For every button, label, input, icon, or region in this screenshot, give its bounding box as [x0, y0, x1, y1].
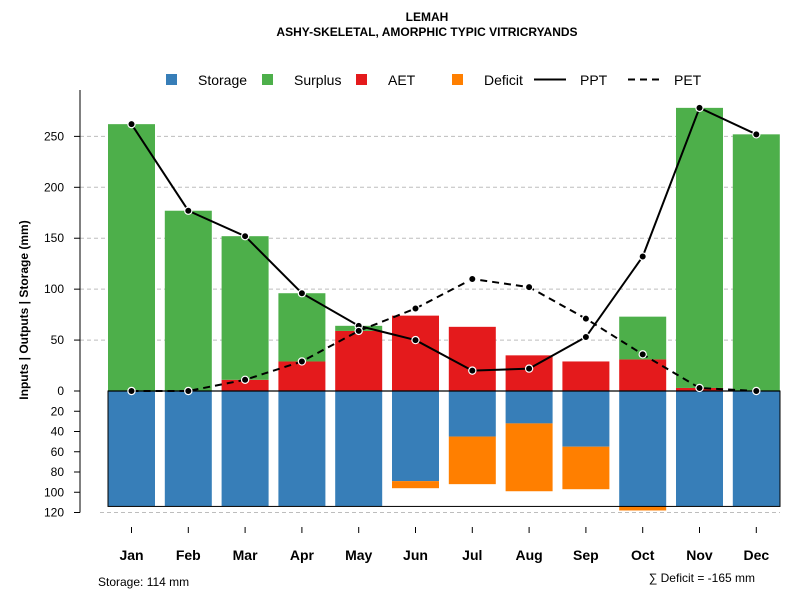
- y-tick-label-neg-60: 60: [51, 445, 65, 459]
- x-label-aug: Aug: [515, 547, 542, 563]
- ppt-point-nov: [695, 103, 704, 113]
- bar-aet-mar: [221, 379, 269, 391]
- x-label-may: May: [345, 547, 372, 563]
- bar-storage-feb: [164, 391, 212, 507]
- axes: 0 50 100 150 200 250 20 40 60 80 100 120 Jan Feb Mar Ap…: [44, 90, 769, 563]
- x-label-dec: Dec: [743, 547, 769, 563]
- bar-surplus-feb: [164, 210, 212, 391]
- y-tick-label-0: 0: [57, 384, 64, 398]
- bar-aet-jul: [448, 326, 496, 391]
- bar-storage-aug: [505, 391, 553, 424]
- y-tick-label-neg-80: 80: [51, 465, 65, 479]
- ppt-point-aug: [524, 364, 534, 373]
- pet-point-jul: [468, 274, 477, 284]
- x-label-jan: Jan: [119, 547, 143, 563]
- ppt-point-jun: [411, 335, 420, 345]
- pet-point-aug: [524, 282, 534, 292]
- bars: [107, 107, 781, 511]
- pet-point-dec: [752, 386, 761, 396]
- bar-aet-sep: [562, 361, 610, 391]
- ppt-point-jan: [127, 119, 136, 129]
- bar-storage-jul: [448, 391, 496, 437]
- pet-point-oct: [638, 350, 647, 359]
- bar-surplus-jan: [108, 124, 155, 391]
- x-label-nov: Nov: [686, 547, 713, 563]
- ppt-point-mar: [240, 231, 250, 241]
- bar-deficit-jun: [392, 481, 439, 489]
- legend-aet-label: AET: [388, 72, 416, 88]
- ppt-point-sep: [581, 332, 591, 342]
- bar-storage-sep: [562, 391, 610, 447]
- legend-surplus-swatch: [262, 74, 273, 85]
- legend-deficit-label: Deficit: [484, 72, 523, 88]
- legend-surplus-label: Surplus: [294, 72, 341, 88]
- y-tick-label-neg-120: 120: [44, 506, 64, 520]
- bar-storage-may: [335, 391, 383, 507]
- pet-point-mar: [240, 375, 250, 384]
- y-tick-label-150: 150: [44, 231, 64, 245]
- bar-surplus-apr: [278, 293, 326, 362]
- x-label-feb: Feb: [176, 547, 201, 563]
- bar-deficit-sep: [562, 446, 610, 490]
- storage-footnote: Storage: 114 mm: [98, 575, 189, 589]
- y-axis-label: Inputs | Outputs | Storage (mm): [17, 220, 31, 399]
- bar-surplus-dec: [732, 134, 780, 391]
- pet-line: [131, 277, 757, 392]
- ppt-point-dec: [752, 130, 761, 139]
- bar-storage-jan: [108, 391, 155, 507]
- bar-storage-mar: [221, 391, 269, 507]
- x-label-mar: Mar: [233, 547, 258, 563]
- bar-aet-may: [335, 330, 383, 391]
- pet-point-nov: [695, 383, 704, 393]
- pet-point-may: [354, 326, 363, 336]
- bar-deficit-aug: [505, 423, 553, 492]
- x-label-jun: Jun: [403, 547, 428, 563]
- legend-storage-label: Storage: [198, 72, 247, 88]
- deficit-footnote: ∑ Deficit = -165 mm: [649, 571, 755, 585]
- x-label-apr: Apr: [290, 547, 315, 563]
- y-tick-label-50: 50: [51, 333, 65, 347]
- bar-deficit-oct: [619, 506, 667, 511]
- y-tick-label-neg-20: 20: [51, 404, 65, 418]
- bar-aet-oct: [619, 359, 667, 391]
- ppt-point-oct: [638, 252, 647, 261]
- chart-subtitle: ASHY-SKELETAL, AMORPHIC TYPIC VITRICRYAN…: [276, 25, 577, 39]
- ppt-point-jul: [468, 366, 477, 375]
- pet-point-feb: [184, 386, 193, 396]
- bar-surplus-mar: [221, 236, 269, 380]
- y-tick-label-250: 250: [44, 129, 64, 143]
- x-label-oct: Oct: [631, 547, 655, 563]
- series-lines: [127, 103, 761, 396]
- x-label-sep: Sep: [573, 547, 599, 563]
- legend-storage-swatch: [166, 74, 177, 85]
- bar-aet-jun: [392, 315, 439, 391]
- ppt-line: [130, 106, 757, 372]
- bar-storage-apr: [278, 391, 326, 507]
- ppt-point-apr: [297, 289, 307, 298]
- chart-title: LEMAH: [406, 10, 449, 24]
- bar-storage-jun: [392, 391, 439, 482]
- bar-surplus-nov: [676, 107, 723, 388]
- pet-point-sep: [581, 314, 591, 323]
- y-tick-label-100: 100: [44, 282, 64, 296]
- bar-storage-nov: [676, 391, 723, 507]
- ppt-point-feb: [184, 206, 193, 215]
- x-label-jul: Jul: [462, 547, 482, 563]
- y-tick-label-200: 200: [44, 180, 64, 194]
- pet-point-jun: [411, 304, 420, 313]
- legend-ppt-label: PPT: [580, 72, 608, 88]
- bar-aet-aug: [505, 355, 553, 391]
- bar-storage-oct: [619, 391, 667, 507]
- y-tick-label-neg-40: 40: [51, 425, 65, 439]
- legend-aet-swatch: [356, 74, 367, 85]
- legend-pet-label: PET: [674, 72, 702, 88]
- pet-point-apr: [297, 357, 307, 366]
- bar-storage-dec: [732, 391, 780, 507]
- legend-deficit-swatch: [452, 74, 463, 85]
- chart-legend: Storage Surplus AET Deficit PPT PET: [166, 72, 702, 88]
- y-tick-label-neg-100: 100: [44, 485, 64, 499]
- pet-point-jan: [127, 386, 136, 396]
- bar-deficit-jul: [448, 436, 496, 485]
